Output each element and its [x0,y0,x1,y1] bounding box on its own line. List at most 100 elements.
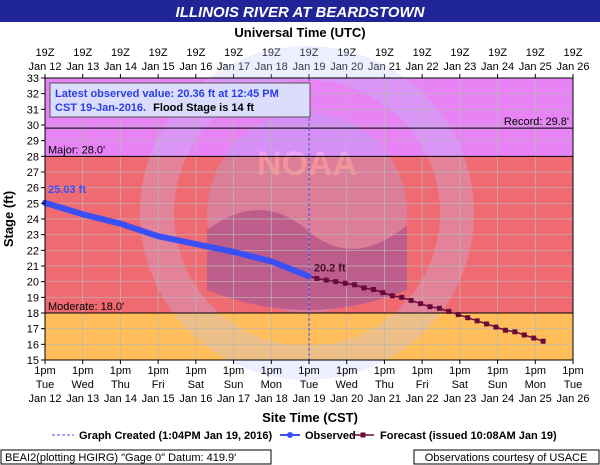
legend-forecast-marker [360,432,366,438]
top-tick-time: 19Z [300,47,319,59]
latest-value-box: Latest observed value: 20.36 ft at 12:45… [49,82,311,118]
x-tick-time: 1pm [487,365,508,377]
top-tick-date: Jan 16 [179,61,212,73]
flood-stage-text: Flood Stage is 14 ft [153,102,254,114]
observed-line [42,199,312,280]
top-tick-time: 19Z [111,47,130,59]
x-tick-day: Mon [525,379,546,391]
watermark-circle [140,46,474,380]
y-tick-label: 27 [27,167,39,179]
x-tick-date: Jan 24 [481,393,514,405]
forecast-point [370,287,376,292]
y-tick-label: 32 [27,89,39,101]
observed-point [155,233,162,240]
top-tick-date: Jan 14 [104,61,137,73]
x-axis-label: Site Time (CST) [262,410,358,425]
x-tick-date: Jan 22 [406,393,439,405]
x-tick-day: Sat [452,379,469,391]
x-tick-time: 1pm [374,365,395,377]
y-tick-label: 29 [27,136,39,148]
top-tick-date: Jan 19 [292,61,325,73]
x-tick-time: 1pm [411,365,432,377]
top-tick-time: 19Z [526,47,545,59]
y-tick-label: 22 [27,245,39,257]
x-tick-day: Tue [300,379,319,391]
forecast-point [342,280,348,286]
x-tick-date: Jan 14 [104,393,137,405]
watermark-text: NOAA [257,145,357,183]
x-tick-date: Jan 20 [330,393,363,405]
top-tick-time: 19Z [36,47,55,59]
x-tick-time: 1pm [110,365,131,377]
top-tick-date: Jan 20 [330,61,363,73]
top-tick-time: 19Z [413,47,432,59]
top-tick-time: 19Z [375,47,394,59]
y-axis-ticks: 15 16 17 18 19 20 21 22 23 24 25 26 27 28 29 30 31 32 33 [27,73,45,367]
first-observed-label: 25.03 ft [48,184,86,196]
top-tick-time: 19Z [564,47,583,59]
point-annotations: 25.03 ft 20.2 ft [48,184,346,275]
top-tick-time: 19Z [73,47,92,59]
title-banner [0,0,600,22]
x-tick-date: Jan 15 [142,393,175,405]
forecast-point [474,318,480,324]
forecast-point [484,321,490,327]
forecast-point [446,308,452,314]
x-tick-time: 1pm [223,365,244,377]
forecast-point [389,293,395,299]
forecast-point [418,301,424,307]
x-tick-date: Jan 25 [519,393,552,405]
x-tick-day: Wed [72,379,94,391]
x-tick-day: Sun [224,379,244,391]
forecast-point [540,338,546,344]
x-tick-time: 1pm [298,365,319,377]
y-tick-label: 26 [27,183,39,195]
forecast-point [521,332,527,338]
top-tick-date: Jan 22 [406,61,439,73]
observed-point [192,241,199,248]
top-tick-date: Jan 12 [28,61,61,73]
footer-left-box [0,449,272,465]
top-tick-date: Jan 18 [255,61,288,73]
x-tick-time: 1pm [185,365,206,377]
top-tick-time: 19Z [450,47,469,59]
y-tick-label: 30 [27,120,39,132]
forecast-point [436,305,442,311]
forecast-point [408,297,414,303]
legend-observed-label: Observed [305,430,356,442]
x-tick-day: Sat [188,379,205,391]
forecast-start-label: 20.2 ft [314,263,346,275]
forecast-point [399,294,405,300]
x-tick-date: Jan 19 [292,393,325,405]
footer-right-box [413,449,600,465]
latest-value-box-frame [49,82,311,118]
x-tick-day: Thu [375,379,394,391]
y-tick-label: 19 [27,292,39,304]
y-tick-label: 17 [27,324,39,336]
y-tick-label: 15 [27,355,39,367]
observed-point [268,258,275,265]
x-tick-date: Jan 18 [255,393,288,405]
forecast-point [465,315,471,321]
y-tick-label: 31 [27,104,39,116]
watermark-inner-circle [207,113,407,313]
x-tick-date: Jan 26 [556,393,589,405]
y-tick-label: 24 [27,214,39,226]
x-tick-time: 1pm [147,365,168,377]
forecast-point [512,329,518,335]
observed-series [42,199,312,280]
x-tick-time: 1pm [525,365,546,377]
top-tick-date: Jan 24 [481,61,514,73]
top-tick-time: 19Z [488,47,507,59]
x-tick-day: Tue [36,379,55,391]
top-tick-date: Jan 15 [142,61,175,73]
forecast-point [380,290,386,296]
y-tick-label: 25 [27,198,39,210]
x-tick-time: 1pm [562,365,583,377]
legend: Graph Created (1:04PM Jan 19, 2016) Obse… [52,430,557,442]
footer-datum: BEAI2(plotting HGIRG) "Gage 0" Datum: 41… [5,452,236,464]
x-tick-date: Jan 12 [28,393,61,405]
latest-value-line2: CST 19-Jan-2016. Flood Stage is 14 ft [55,102,254,114]
x-tick-day: Tue [564,379,583,391]
